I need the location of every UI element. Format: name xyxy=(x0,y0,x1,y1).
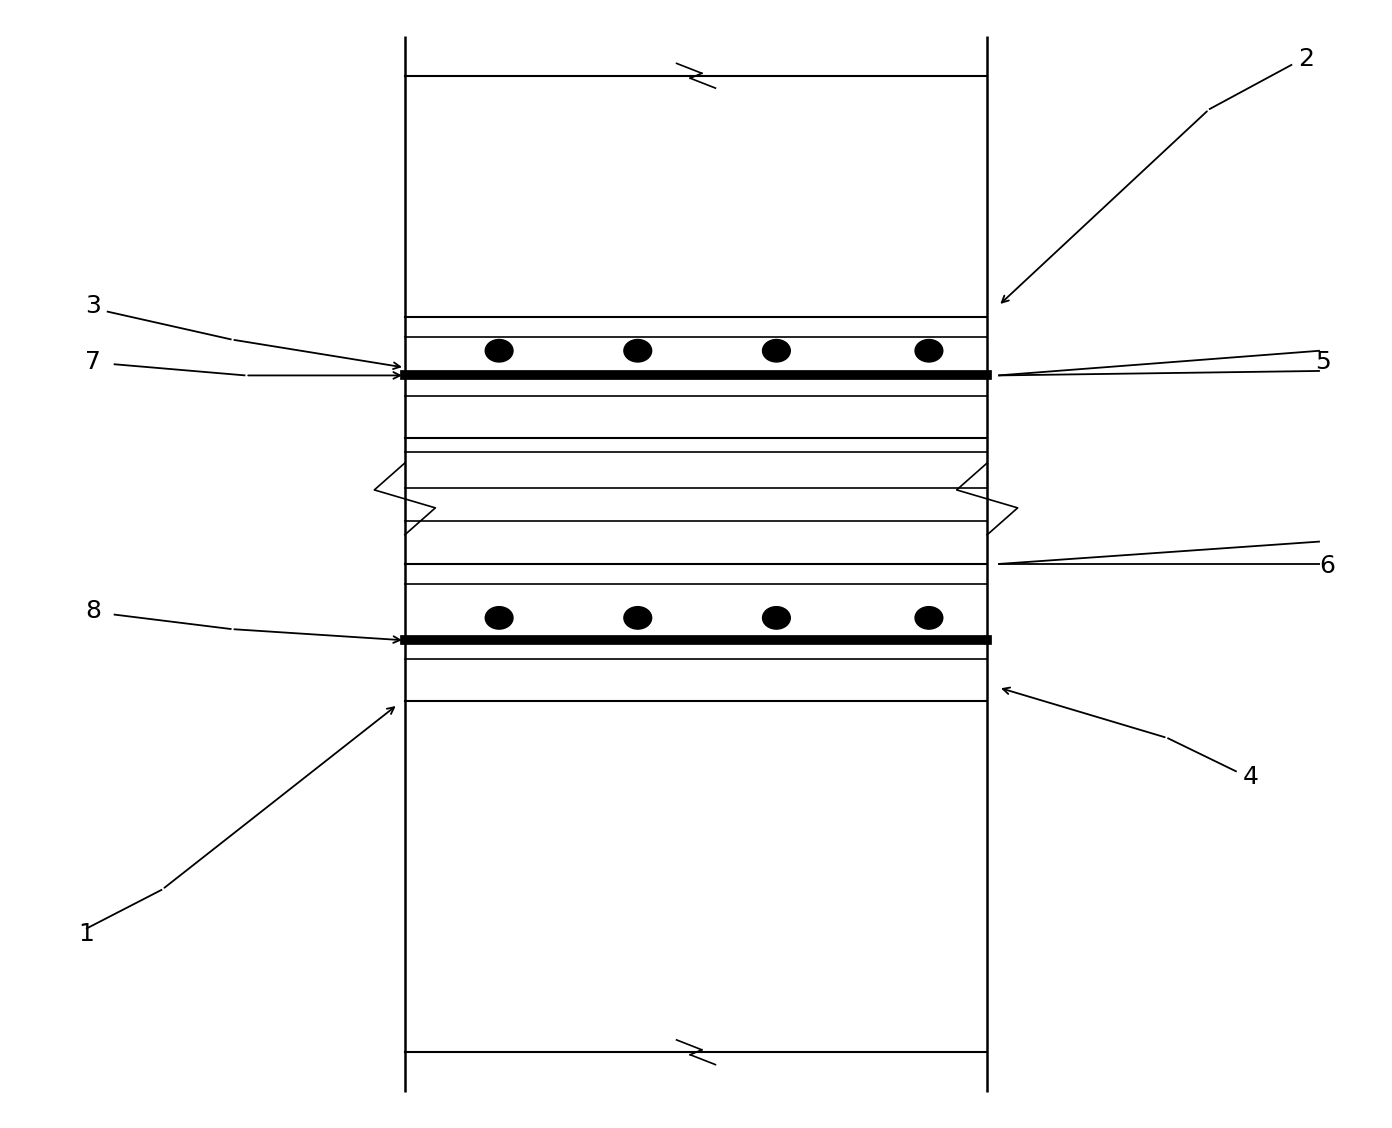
Text: 3: 3 xyxy=(85,293,100,318)
Text: 7: 7 xyxy=(85,350,100,374)
Circle shape xyxy=(915,607,942,629)
Circle shape xyxy=(763,340,791,362)
Text: 5: 5 xyxy=(1315,350,1331,374)
Circle shape xyxy=(624,340,651,362)
Text: 6: 6 xyxy=(1318,554,1335,579)
Text: 4: 4 xyxy=(1243,765,1258,790)
Circle shape xyxy=(915,340,942,362)
Circle shape xyxy=(624,607,651,629)
Circle shape xyxy=(486,340,514,362)
Text: 1: 1 xyxy=(78,923,93,946)
Circle shape xyxy=(486,607,514,629)
Text: 2: 2 xyxy=(1297,47,1314,71)
Text: 8: 8 xyxy=(85,599,100,623)
Circle shape xyxy=(763,607,791,629)
